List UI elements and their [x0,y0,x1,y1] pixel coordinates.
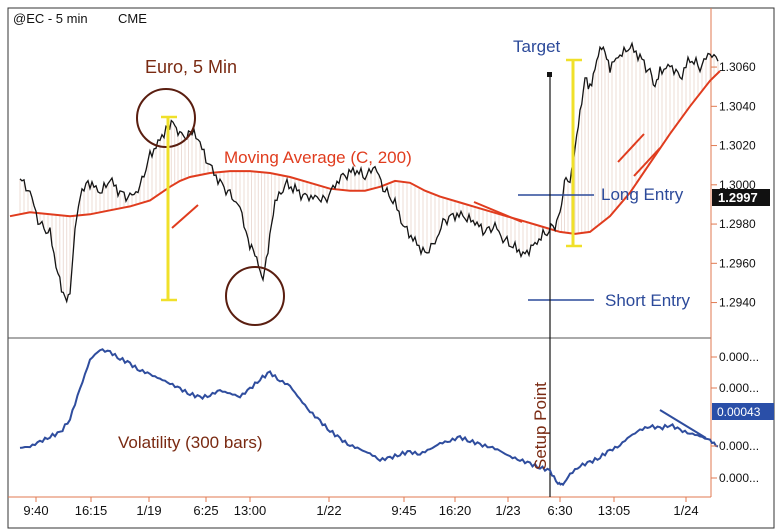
x-tick-label: 1/23 [495,503,520,518]
x-tick-label: 13:05 [598,503,631,518]
volatility-y-tick-label: 0.000... [719,350,759,364]
setup-point-label: Setup Point [531,382,550,470]
volatility-last-value: 0.00043 [717,405,761,419]
volatility-y-tick-label: 0.000... [719,439,759,453]
x-tick-label: 16:20 [439,503,472,518]
x-tick-label: 9:45 [391,503,416,518]
x-tick-label: 13:00 [234,503,267,518]
short-entry-label: Short Entry [605,291,691,310]
x-tick-label: 1/22 [316,503,341,518]
trough-circle [225,266,285,326]
moving-average-label: Moving Average (C, 200) [224,148,412,167]
x-tick-label: 1/24 [673,503,698,518]
x-tick-label: 16:15 [75,503,108,518]
x-tick-label: 6:30 [547,503,572,518]
price-y-tick-label: 1.3060 [719,60,756,74]
chart-frame [7,7,775,529]
x-tick-label: 6:25 [193,503,218,518]
volatility-line [19,348,719,487]
exchange-label: CME [118,11,147,26]
slope-marker-2 [473,201,523,223]
slope-marker-3 [617,133,645,163]
slope-marker-4 [633,147,661,177]
moving-average-line [9,70,721,235]
x-tick-label: 9:40 [23,503,48,518]
price-chart-title: Euro, 5 Min [145,57,237,77]
last-price-value: 1.2997 [718,190,758,205]
last-price-badge [712,189,770,206]
vol-slope-marker [659,409,707,439]
price-line [19,41,719,304]
target-label: Target [513,37,561,56]
setup-point-marker [547,72,552,77]
volatility-last-badge [712,403,774,420]
long-entry-label: Long Entry [601,185,684,204]
price-y-tick-label: 1.2940 [719,296,756,310]
volatility-y-tick-label: 0.000... [719,471,759,485]
price-y-tick-label: 1.3020 [719,139,756,153]
peak-circle [136,88,196,148]
price-y-axis: 1.3060 1.3040 1.3020 1.3000 1.2980 1.2960 1.29… [711,60,756,310]
x-tick-label: 1/19 [136,503,161,518]
x-axis: 9:40 16:15 1/19 6:25 13:00 1/22 9:45 16:20 1/23 6… [23,497,699,518]
ma-fill-layer [19,43,719,302]
symbol-label: @EC - 5 min [13,11,88,26]
price-y-tick-label: 1.3040 [719,99,756,113]
price-y-tick-label: 1.2980 [719,217,756,231]
slope-marker-1 [171,204,199,229]
volatility-label: Volatility (300 bars) [118,433,263,452]
volatility-y-tick-label: 0.000... [719,381,759,395]
price-y-tick-label: 1.2960 [719,256,756,270]
volatility-y-axis: 0.000... 0.000... 0.000... 0.000... [711,350,759,485]
price-y-tick-label: 1.3000 [719,178,756,192]
